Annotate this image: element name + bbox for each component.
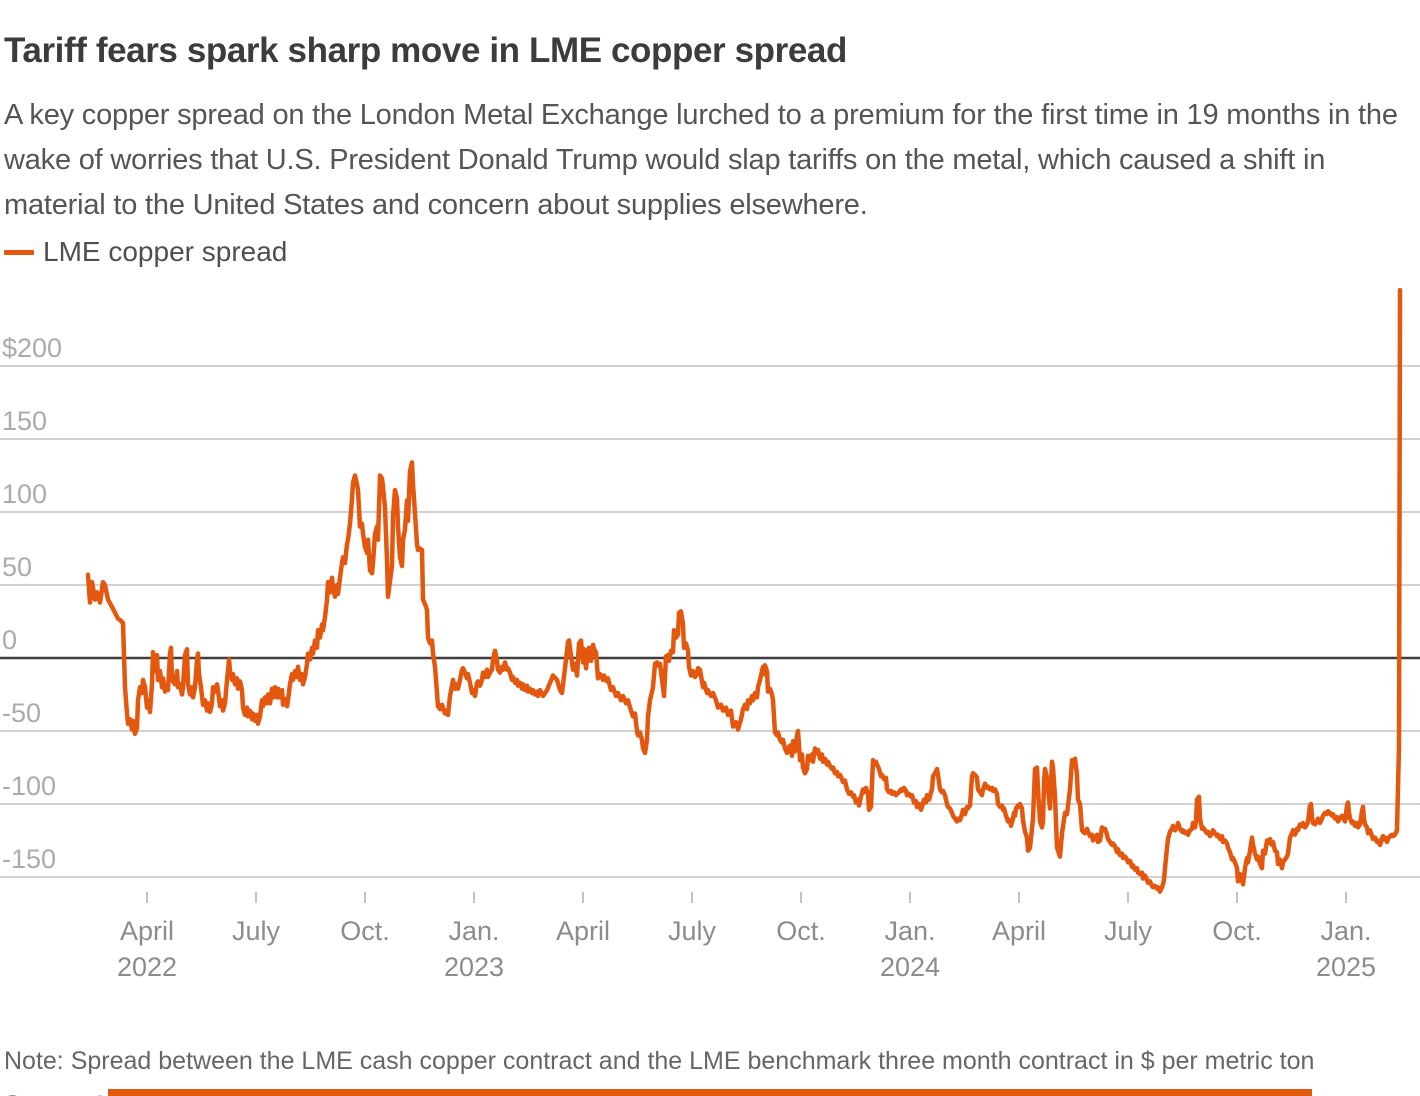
y-axis-label: 150 bbox=[2, 406, 48, 436]
y-axis-label: 0 bbox=[2, 625, 18, 655]
x-axis-label: July bbox=[1103, 916, 1153, 946]
chart-source: Source: LSEG bbox=[4, 1091, 1408, 1096]
y-axis-label: -150 bbox=[2, 844, 57, 874]
x-axis-year-label: 2023 bbox=[443, 952, 505, 982]
y-axis-label: 50 bbox=[2, 552, 33, 582]
legend-label: LME copper spread bbox=[43, 236, 288, 267]
legend-line-swatch bbox=[4, 249, 34, 255]
x-axis-year-label: 2024 bbox=[879, 952, 941, 982]
brand-bar bbox=[108, 1089, 1312, 1096]
x-axis-label: July bbox=[231, 916, 281, 946]
y-axis-label: $200 bbox=[2, 333, 63, 363]
x-axis-label: Jan. bbox=[448, 916, 500, 946]
y-axis-label: -100 bbox=[2, 771, 57, 801]
x-axis-label: Oct. bbox=[776, 916, 826, 946]
y-axis-label: -50 bbox=[2, 698, 42, 728]
x-axis-label: July bbox=[667, 916, 717, 946]
x-axis-label: Oct. bbox=[1212, 916, 1262, 946]
y-axis-label: 100 bbox=[2, 479, 48, 509]
subtitle: A key copper spread on the London Metal … bbox=[4, 99, 1398, 221]
page-title: Tariff fears spark sharp move in LME cop… bbox=[4, 31, 847, 71]
x-axis-label: April bbox=[991, 916, 1047, 946]
copper-spread-line bbox=[85, 287, 1403, 894]
x-axis-label: April bbox=[119, 916, 175, 946]
x-axis-label: Jan. bbox=[884, 916, 936, 946]
x-axis-year-label: 2022 bbox=[116, 952, 178, 982]
chart-note: Note: Spread between the LME cash copper… bbox=[4, 1047, 1315, 1075]
x-axis-label: April bbox=[555, 916, 611, 946]
x-axis-label: Oct. bbox=[340, 916, 390, 946]
x-axis-year-label: 2025 bbox=[1315, 952, 1377, 982]
x-axis-label: Jan. bbox=[1320, 916, 1372, 946]
legend: LME copper spread bbox=[4, 236, 287, 268]
